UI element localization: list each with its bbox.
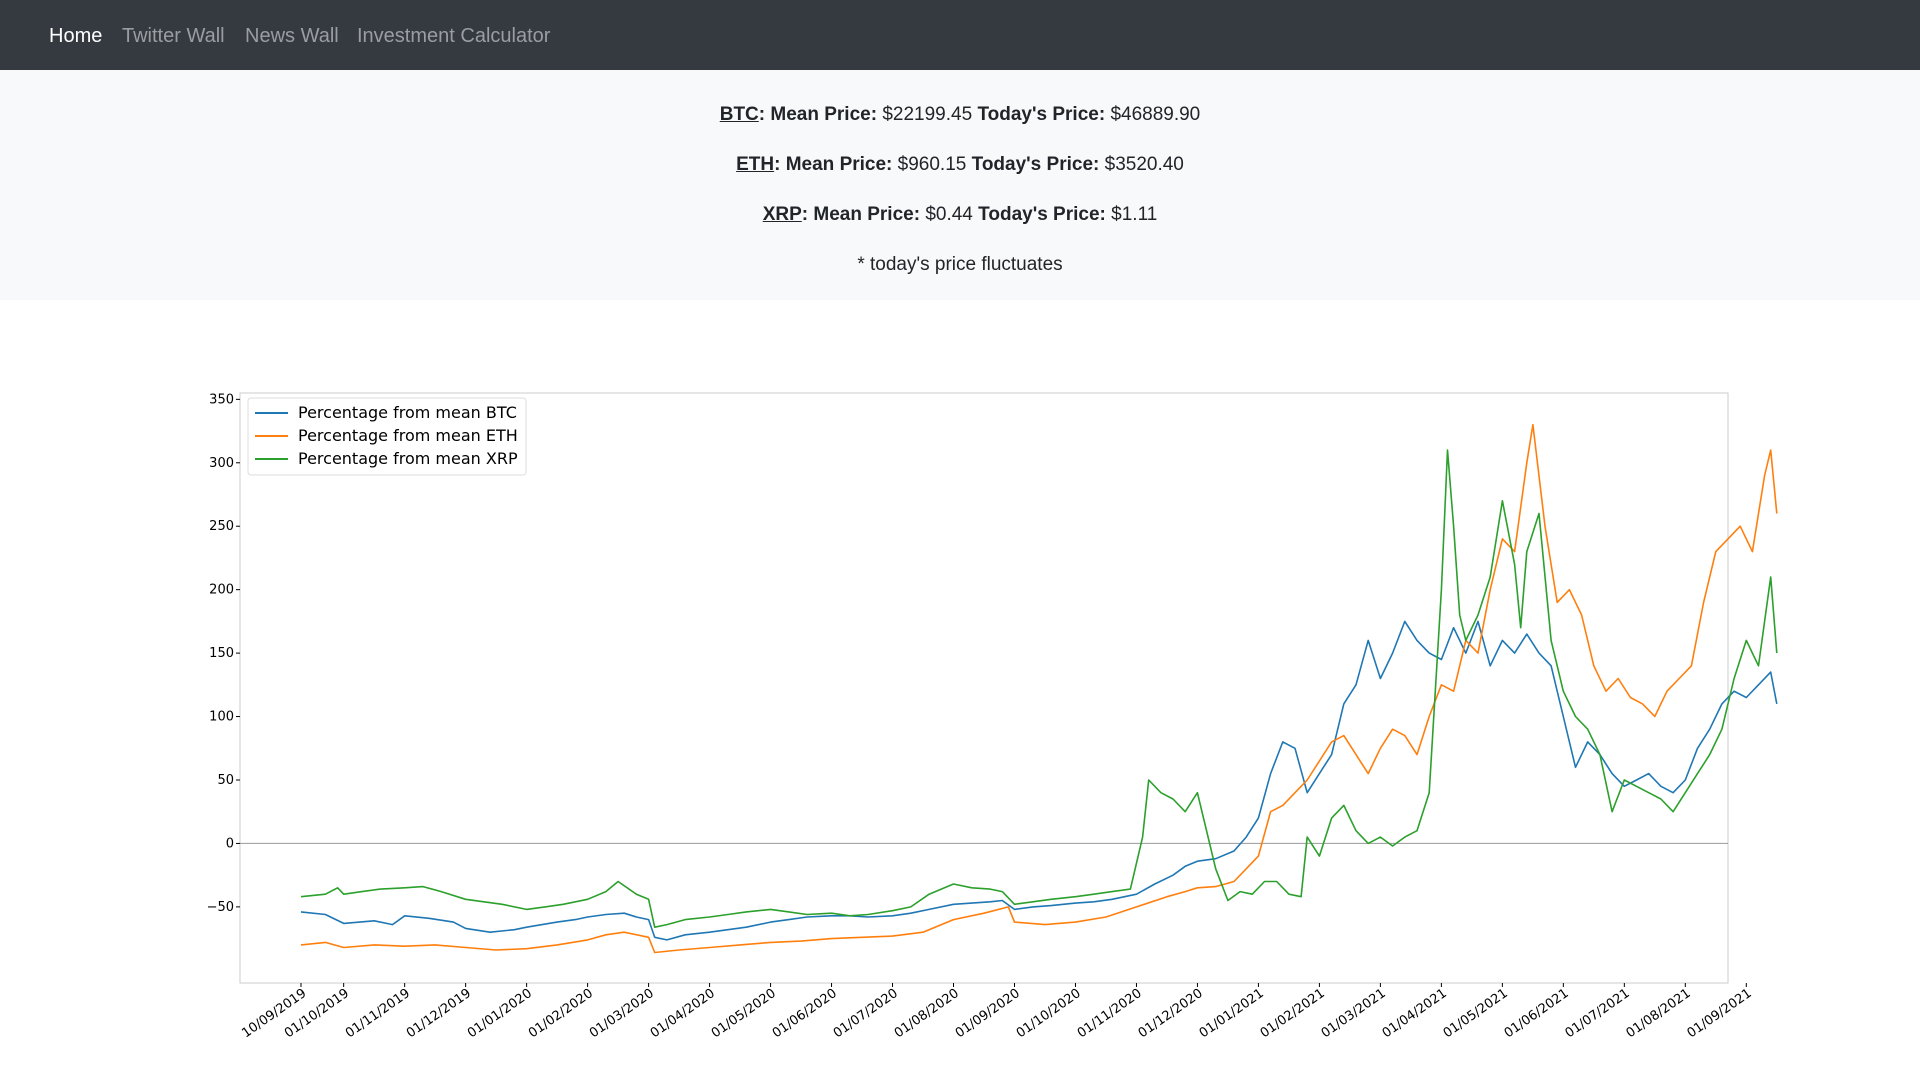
price-line-xrp: XRP: Mean Price: $0.44 Today's Price: $1… (762, 204, 1158, 225)
x-tick-label: 01/10/2020 (1014, 986, 1084, 1041)
x-tick-label: 01/08/2020 (892, 986, 962, 1041)
series-line-xrp (300, 449, 1778, 928)
mean-price-btc: $22199.45 (882, 104, 973, 125)
nav-twitter-wall-link[interactable]: Twitter Wall (122, 25, 225, 47)
x-tick-label: 01/02/2021 (1258, 986, 1328, 1041)
x-tick-label: 01/02/2020 (526, 986, 596, 1041)
price-line-eth: ETH: Mean Price: $960.15 Today's Price: … (736, 154, 1184, 175)
y-tick-label: 250 (209, 519, 234, 534)
x-tick-label: 01/11/2019 (343, 986, 413, 1041)
x-tick-label: 01/04/2020 (648, 986, 718, 1041)
x-tick-label: 01/09/2020 (953, 986, 1023, 1041)
mean-price-label: Mean Price: (770, 104, 878, 125)
series-line-eth (300, 423, 1778, 954)
y-tick-label: 150 (209, 646, 234, 661)
price-fluctuation-note: * today's price fluctuates (857, 254, 1063, 275)
x-tick-label: 01/07/2021 (1563, 986, 1633, 1041)
coin-symbol-xrp[interactable]: XRP (762, 204, 802, 225)
x-tick-label: 01/11/2020 (1075, 986, 1145, 1041)
mean-price-eth: $960.15 (897, 154, 967, 175)
series-line-btc (300, 620, 1778, 941)
y-tick-label: 350 (209, 392, 234, 407)
x-tick-label: 01/09/2021 (1685, 986, 1755, 1041)
legend-label-xrp: Percentage from mean XRP (298, 449, 518, 468)
coin-symbol-eth[interactable]: ETH (736, 154, 775, 175)
today-price-label: Today's Price: (978, 204, 1106, 225)
x-tick-label: 01/07/2020 (831, 986, 901, 1041)
price-summary: BTC: Mean Price: $22199.45 Today's Price… (0, 70, 1920, 300)
nav-news-wall-link[interactable]: News Wall (245, 25, 339, 47)
plot-area (239, 392, 1729, 984)
coin-symbol-btc[interactable]: BTC (719, 104, 759, 125)
x-tick-label: 01/03/2020 (587, 986, 657, 1041)
x-tick-label: 01/05/2020 (709, 986, 779, 1041)
x-tick-label: 01/06/2021 (1502, 986, 1572, 1041)
today-price-eth: $3520.40 (1104, 154, 1184, 175)
x-tick-label: 01/06/2020 (770, 986, 840, 1041)
today-price-btc: $46889.90 (1110, 104, 1201, 125)
y-tick-label: −50 (207, 900, 234, 915)
y-tick-label: 0 (226, 836, 234, 851)
legend-box (247, 397, 527, 476)
x-tick-label: 01/01/2020 (465, 986, 535, 1041)
x-tick-label: 01/01/2021 (1197, 986, 1267, 1041)
legend-label-btc: Percentage from mean BTC (298, 403, 517, 422)
today-price-label: Today's Price: (977, 104, 1106, 125)
nav-investment-calculator-link[interactable]: Investment Calculator (357, 25, 551, 47)
x-tick-label: 01/08/2021 (1624, 986, 1694, 1041)
today-price-xrp: $1.11 (1111, 204, 1158, 225)
y-tick-label: 300 (209, 456, 234, 471)
mean-price-label: Mean Price: (785, 154, 893, 175)
y-tick-label: 50 (217, 773, 234, 788)
y-tick-label: 200 (209, 583, 234, 598)
x-tick-label: 01/12/2019 (404, 986, 474, 1041)
navbar: Home Twitter Wall News Wall Investment C… (0, 0, 1920, 70)
nav-home-link[interactable]: Home (49, 25, 103, 47)
x-tick-label: 01/05/2021 (1441, 986, 1511, 1041)
today-price-label: Today's Price: (971, 154, 1100, 175)
y-tick-label: 100 (209, 710, 234, 725)
mean-price-label: Mean Price: (813, 204, 921, 225)
legend-label-eth: Percentage from mean ETH (298, 426, 518, 445)
x-tick-label: 01/12/2020 (1136, 986, 1206, 1041)
x-tick-label: 01/04/2021 (1380, 986, 1450, 1041)
mean-price-xrp: $0.44 (925, 204, 973, 225)
price-line-btc: BTC: Mean Price: $22199.45 Today's Price… (719, 104, 1201, 125)
x-tick-label: 01/03/2021 (1319, 986, 1389, 1041)
